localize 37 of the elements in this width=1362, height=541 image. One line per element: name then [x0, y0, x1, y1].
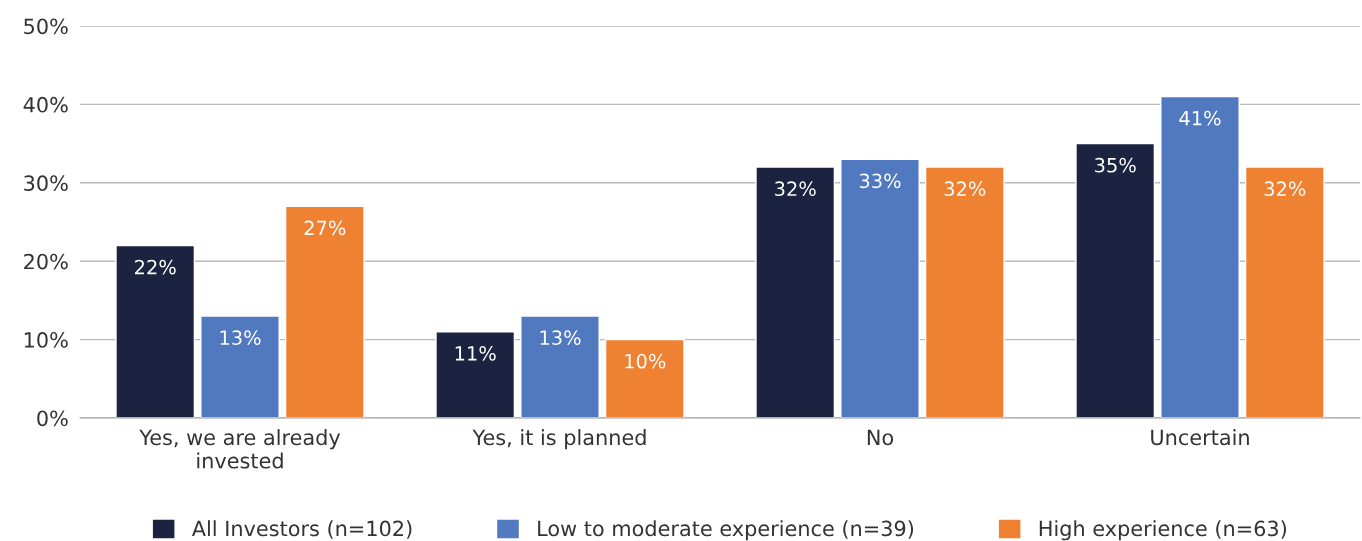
bar	[520, 315, 600, 418]
data-label: 35%	[1095, 157, 1136, 173]
legend-label: All Investors (n=102)	[191, 520, 412, 539]
bar	[435, 331, 516, 418]
bar	[924, 166, 1005, 418]
bar	[200, 315, 280, 418]
y-tick-label: 10%	[24, 332, 68, 348]
data-label: 32%	[1264, 181, 1306, 197]
bar	[115, 244, 196, 418]
bar	[284, 205, 365, 418]
data-label: 13%	[540, 330, 581, 346]
bar	[604, 338, 685, 418]
bar	[1075, 142, 1156, 418]
y-tick-label: 40%	[23, 96, 68, 113]
data-label: 32%	[775, 181, 816, 197]
legend-label: High experience (n=63)	[1039, 520, 1287, 541]
bar	[1160, 95, 1240, 418]
data-label: 32%	[944, 181, 986, 197]
data-label: 41%	[1179, 110, 1221, 126]
y-tick-label: 30%	[24, 175, 68, 192]
data-label: 27%	[304, 220, 346, 236]
x-tick-label: No	[867, 429, 894, 446]
data-label: 10%	[625, 353, 666, 369]
bar	[840, 158, 920, 418]
data-label: 22%	[135, 259, 176, 275]
data-label: 33%	[859, 173, 901, 189]
y-tick-label: 0%	[37, 410, 68, 427]
x-tick-label: Uncertain	[1151, 429, 1249, 446]
legend-label: Low to moderate experience (n=39)	[538, 520, 914, 541]
x-tick-label: Yes, it is planned	[472, 429, 646, 450]
data-label: 11%	[455, 345, 496, 361]
bar	[1244, 166, 1325, 418]
bar	[755, 166, 836, 418]
x-tick-label: Yes, we are already invested	[139, 429, 341, 469]
y-tick-label: 20%	[24, 253, 68, 270]
data-label: 13%	[220, 330, 261, 346]
y-tick-label: 50%	[24, 18, 68, 35]
